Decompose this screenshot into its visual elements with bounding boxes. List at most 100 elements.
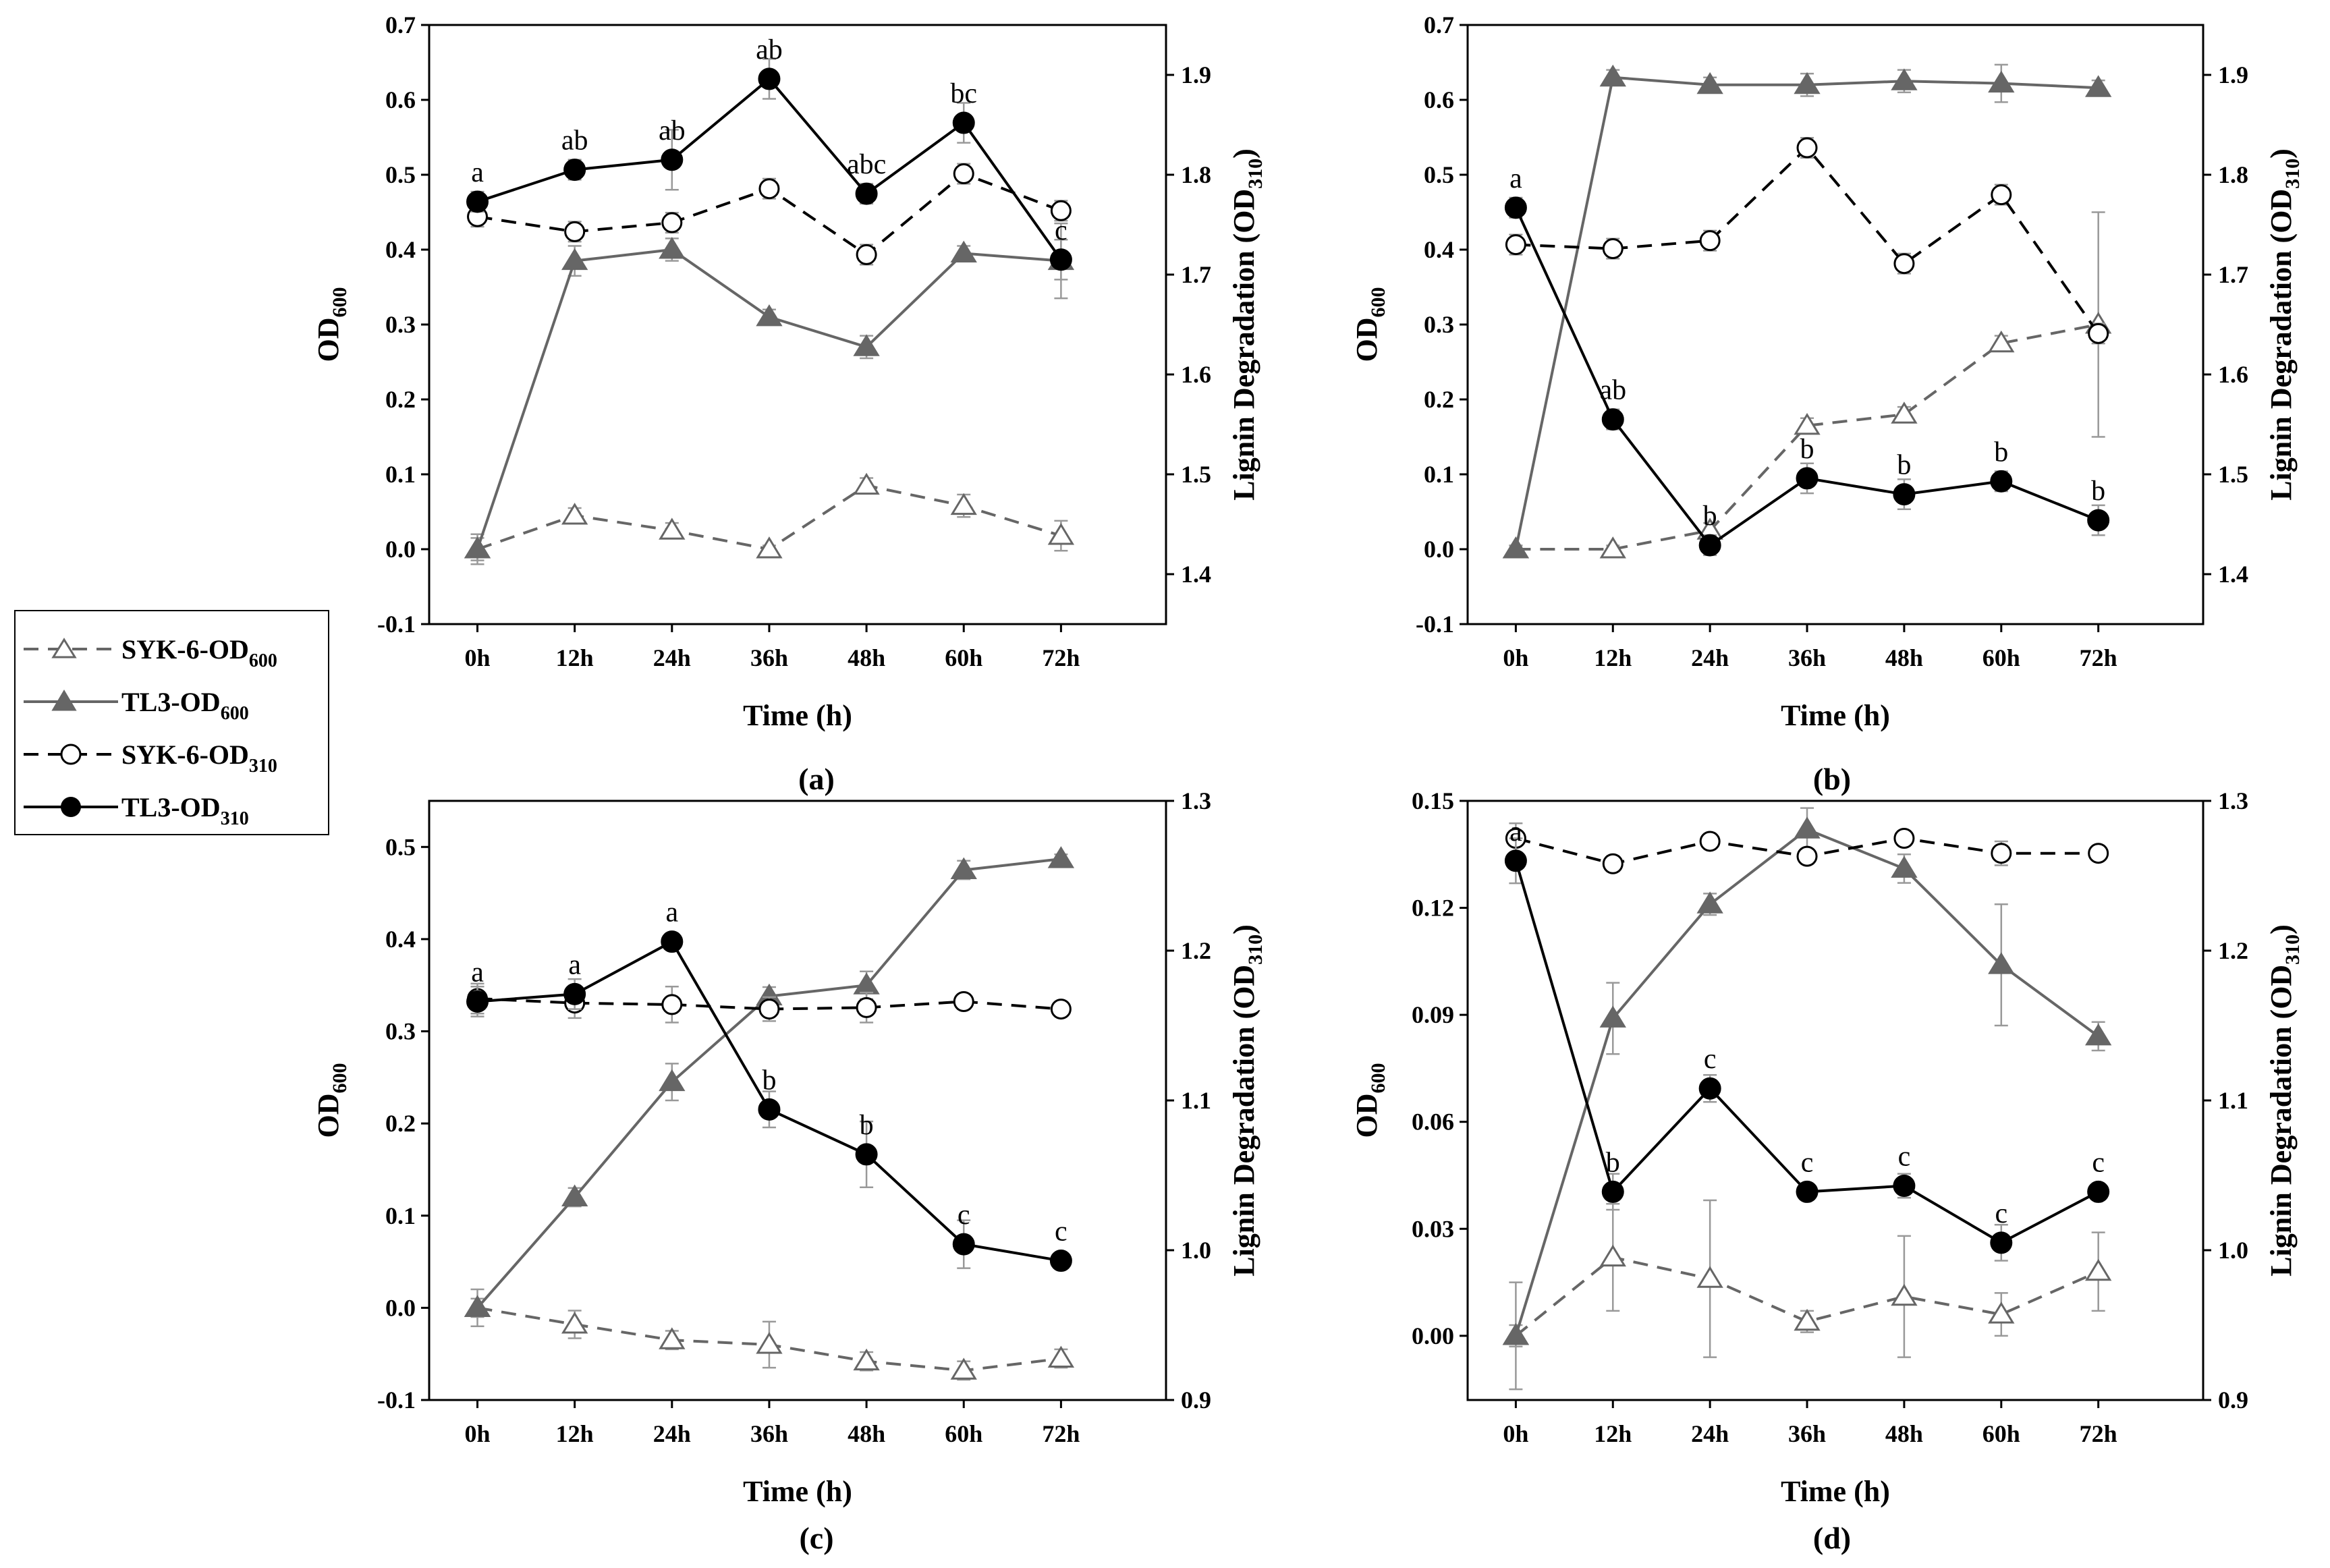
y2-axis-title-end: ): [1227, 924, 1260, 934]
data-point: [853, 1348, 880, 1371]
significance-label: c: [1704, 1044, 1717, 1075]
y-axis-title-sub: 600: [1367, 287, 1389, 318]
x-tick-label: 36h: [1788, 1420, 1826, 1447]
data-point: [1990, 470, 2013, 493]
data-point: [1988, 1301, 2015, 1324]
y-tick-label: 0.5: [385, 833, 416, 860]
data-point: [1891, 68, 1918, 90]
x-tick-label: 0h: [465, 1420, 491, 1447]
y-axis-title: OD600: [312, 1063, 351, 1138]
y-tick-label: 0.15: [1412, 787, 1454, 814]
data-point: [1796, 1180, 1819, 1203]
data-point: [1502, 1322, 1530, 1345]
legend-sub-tl3-od600: 600: [221, 703, 249, 724]
x-tick-label: 12h: [556, 644, 594, 671]
y2-tick-label: 1.5: [1181, 461, 1211, 488]
legend-item-tl3-od600: TL3-OD600: [24, 687, 249, 724]
significance-label: bc: [950, 78, 977, 109]
data-point: [1599, 1244, 1626, 1267]
x-axis-title: Time (h): [743, 699, 852, 732]
significance-label: ab: [756, 34, 783, 65]
significance-label: c: [958, 1200, 970, 1231]
y-tick-label: 0.4: [385, 926, 416, 953]
data-point: [1991, 184, 2012, 206]
data-point: [1602, 238, 1624, 260]
data-point: [661, 994, 683, 1015]
series-tl3-od310: a b c c c c c: [1504, 816, 2110, 1262]
y-axis-title-sub: 600: [329, 1063, 351, 1094]
legend: SYK-6-OD600 TL3-OD600 SYK-6-OD310 TL3-OD…: [14, 610, 329, 835]
data-point: [1988, 952, 2015, 974]
data-point: [1794, 412, 1821, 435]
y-tick-label: 0.00: [1412, 1322, 1454, 1349]
data-point: [661, 212, 683, 233]
panel-label: (a): [798, 762, 835, 796]
data-point: [561, 248, 588, 271]
y2-axis-title: Lignin Degradation (OD310): [1227, 148, 1267, 501]
data-point: [950, 240, 977, 263]
significance-label: abc: [847, 149, 886, 180]
chart-panel-a: 0h 12h 24h 36h 48h 60h 72h -0.1 0.0 0.1 0.2 0.3 0.4 0…: [312, 11, 1267, 796]
data-point: [1502, 536, 1530, 559]
data-point: [659, 1327, 686, 1349]
data-point: [464, 1295, 491, 1317]
x-tick-label: 60h: [945, 644, 982, 671]
data-point: [1696, 1266, 1723, 1288]
y2-tick-label: 1.8: [1181, 161, 1211, 188]
significance-label: c: [1995, 1198, 2007, 1229]
legend-label-syk-od600: SYK-6-OD: [121, 634, 249, 665]
significance-label: ab: [1599, 375, 1626, 406]
x-tick-label: 36h: [750, 1420, 788, 1447]
y-tick-label: 0.12: [1412, 895, 1454, 922]
y-tick-label: -0.1: [377, 1387, 416, 1413]
y-axis-title: OD600: [312, 287, 351, 362]
y-tick-label: 0.0: [385, 536, 416, 563]
data-point: [561, 1312, 588, 1334]
data-point: [1047, 523, 1075, 545]
y2-tick-label: 1.9: [2218, 61, 2248, 88]
data-point: [464, 536, 491, 559]
data-point: [953, 990, 974, 1012]
y2-axis-title-sub: 310: [1244, 159, 1267, 189]
data-point: [2085, 75, 2112, 97]
svg-text:SYK-6-OD310: SYK-6-OD310: [121, 739, 277, 777]
y-tick-label: 0.5: [385, 161, 416, 188]
y-tick-label: 0.4: [1424, 236, 1454, 263]
svg-text:TL3-OD600: TL3-OD600: [121, 687, 249, 724]
data-point: [1599, 64, 1626, 87]
data-point: [1991, 843, 2012, 864]
x-axis-title: Time (h): [743, 1475, 852, 1508]
data-point: [952, 1233, 975, 1256]
y2-axis-title-sub: 310: [2281, 159, 2304, 189]
series-tl3-od310: a ab ab ab abc bc c: [466, 34, 1072, 281]
x-tick-label: 24h: [1691, 644, 1729, 671]
significance-label: b: [1800, 434, 1814, 465]
y-tick-label: 0.4: [385, 236, 416, 263]
y-tick-label: -0.1: [1416, 611, 1454, 638]
significance-label: c: [1801, 1147, 1814, 1178]
data-point: [1796, 845, 1818, 867]
data-point: [1893, 828, 1915, 849]
data-point: [855, 182, 878, 205]
data-point: [756, 536, 783, 559]
data-point: [2085, 1023, 2112, 1046]
y-tick-label: 0.03: [1412, 1215, 1454, 1242]
y-axis-title-main: OD: [312, 318, 345, 362]
y-tick-label: 0.1: [1424, 461, 1454, 488]
y-tick-label: 0.3: [1424, 311, 1454, 338]
y-tick-label: 0.7: [385, 11, 416, 38]
y2-tick-label: 1.0: [2218, 1237, 2248, 1264]
data-point: [466, 190, 489, 213]
y-axis-title-sub: 600: [329, 287, 351, 318]
x-tick-label: 72h: [2080, 644, 2117, 671]
x-tick-label: 48h: [1885, 644, 1923, 671]
significance-label: c: [1898, 1142, 1911, 1173]
significance-label: b: [1897, 450, 1911, 481]
data-point: [2085, 1258, 2112, 1281]
data-point: [1599, 536, 1626, 559]
series-syk-od600: [1502, 1199, 2112, 1391]
data-point: [1050, 200, 1072, 221]
data-point: [1796, 137, 1818, 159]
series-line: [1516, 146, 2100, 335]
